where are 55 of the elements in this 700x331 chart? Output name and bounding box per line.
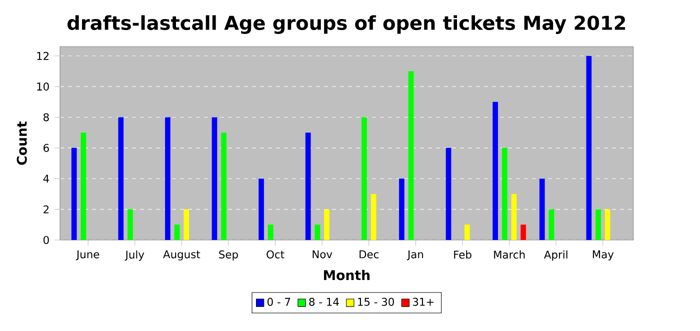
bar	[314, 224, 320, 240]
y-tick-label: 8	[44, 113, 49, 122]
bar	[548, 209, 554, 240]
x-tick-label: May	[592, 250, 614, 261]
x-tick-label: Jan	[406, 250, 424, 260]
y-tick-label: 0	[44, 236, 49, 244]
x-tick-label: June	[76, 250, 100, 260]
x-axis-title: Month	[324, 270, 370, 280]
legend-label: 8 - 14	[309, 298, 339, 306]
bar	[539, 178, 545, 240]
y-tick-label: 10	[37, 82, 49, 91]
legend-label: 31+	[412, 298, 434, 306]
bar	[165, 117, 170, 240]
y-tick-label: 2	[44, 206, 49, 214]
bar	[118, 117, 124, 240]
bar	[596, 209, 601, 240]
bar	[408, 71, 414, 240]
bar	[520, 224, 526, 240]
bar	[268, 224, 274, 240]
bar	[324, 209, 330, 240]
bar	[258, 178, 264, 240]
x-tick-label: April	[544, 250, 568, 261]
bar	[464, 224, 470, 240]
y-tick-label: 6	[44, 144, 49, 152]
bar	[71, 148, 77, 240]
bar	[212, 117, 218, 240]
x-tick-label: July	[124, 250, 144, 261]
bar	[184, 209, 190, 240]
y-axis-title: Count	[16, 122, 27, 165]
bar	[174, 224, 180, 240]
bar	[586, 56, 592, 240]
bar	[362, 117, 367, 240]
legend-label: 15 - 30	[358, 298, 394, 306]
bar	[399, 178, 404, 240]
bar	[221, 132, 226, 240]
x-tick-label: Nov	[312, 250, 332, 258]
bar	[80, 132, 86, 240]
y-tick-label: 12	[37, 52, 49, 60]
bar	[446, 148, 452, 240]
x-tick-label: Feb	[454, 250, 472, 259]
y-tick-label: 4	[43, 174, 50, 183]
bar	[492, 102, 498, 240]
bar	[370, 194, 376, 240]
x-tick-label: August	[163, 250, 200, 261]
x-tick-label: March	[494, 250, 525, 259]
chart-title: drafts-lastcall Age groups of open tickets May 2012	[68, 15, 626, 34]
legend-label: 0 - 7	[268, 298, 290, 306]
x-tick-label: Dec	[360, 250, 379, 258]
x-tick-label: Oct	[266, 250, 284, 259]
bar	[511, 194, 517, 240]
bar	[305, 132, 311, 240]
bar	[604, 209, 610, 240]
bar	[128, 209, 133, 240]
x-tick-label: Sep	[219, 250, 238, 261]
bar	[502, 148, 508, 240]
